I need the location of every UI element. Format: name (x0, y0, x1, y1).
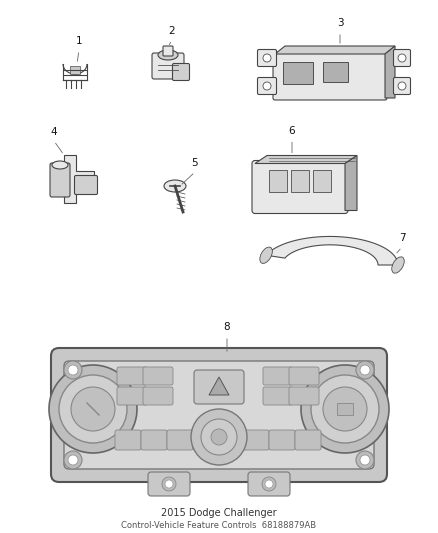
Bar (269, 169, 287, 191)
Circle shape (59, 375, 127, 443)
Circle shape (68, 455, 78, 465)
Polygon shape (64, 155, 94, 203)
Text: 2015 Dodge Challenger: 2015 Dodge Challenger (161, 508, 277, 518)
FancyBboxPatch shape (263, 367, 293, 385)
Text: 5: 5 (192, 158, 198, 168)
FancyBboxPatch shape (273, 52, 387, 100)
Ellipse shape (164, 180, 186, 192)
FancyBboxPatch shape (263, 387, 293, 405)
FancyBboxPatch shape (141, 430, 167, 450)
FancyBboxPatch shape (248, 472, 290, 496)
Circle shape (162, 477, 176, 491)
Circle shape (265, 480, 273, 488)
Polygon shape (209, 377, 229, 395)
FancyBboxPatch shape (148, 472, 190, 496)
FancyBboxPatch shape (143, 367, 173, 385)
FancyBboxPatch shape (163, 46, 173, 56)
Ellipse shape (260, 247, 272, 263)
FancyBboxPatch shape (289, 367, 319, 385)
FancyBboxPatch shape (217, 430, 243, 450)
Circle shape (356, 361, 374, 379)
Circle shape (323, 387, 367, 431)
Ellipse shape (158, 50, 178, 60)
Circle shape (301, 365, 389, 453)
Circle shape (356, 451, 374, 469)
Text: 8: 8 (224, 322, 230, 332)
Circle shape (398, 54, 406, 62)
Ellipse shape (392, 257, 404, 273)
Circle shape (49, 365, 137, 453)
Polygon shape (275, 46, 395, 54)
Bar (283, 62, 313, 84)
FancyBboxPatch shape (167, 430, 193, 450)
Text: 4: 4 (51, 127, 57, 137)
FancyBboxPatch shape (117, 367, 147, 385)
FancyBboxPatch shape (252, 160, 348, 214)
FancyBboxPatch shape (173, 63, 190, 80)
FancyBboxPatch shape (258, 77, 276, 94)
Ellipse shape (52, 161, 68, 169)
Text: Control-Vehicle Feature Controls  68188879AB: Control-Vehicle Feature Controls 6818887… (121, 521, 317, 529)
Text: 6: 6 (289, 125, 295, 135)
Polygon shape (255, 156, 357, 164)
Bar (70, 66, 80, 74)
Circle shape (263, 54, 271, 62)
Bar (337, 403, 353, 415)
FancyBboxPatch shape (115, 430, 141, 450)
FancyBboxPatch shape (50, 163, 70, 197)
Bar (313, 169, 331, 191)
FancyBboxPatch shape (152, 53, 184, 79)
FancyBboxPatch shape (243, 430, 269, 450)
Text: 3: 3 (337, 18, 343, 28)
FancyBboxPatch shape (51, 348, 387, 482)
FancyBboxPatch shape (64, 361, 374, 469)
Text: 2: 2 (169, 26, 175, 36)
Polygon shape (345, 156, 357, 211)
Circle shape (64, 361, 82, 379)
Circle shape (311, 375, 379, 443)
Circle shape (191, 409, 247, 465)
FancyBboxPatch shape (393, 50, 410, 67)
Circle shape (263, 82, 271, 90)
Circle shape (64, 451, 82, 469)
FancyBboxPatch shape (193, 430, 219, 450)
Bar (323, 62, 348, 82)
Circle shape (360, 455, 370, 465)
FancyBboxPatch shape (194, 370, 244, 404)
Circle shape (165, 480, 173, 488)
FancyBboxPatch shape (117, 387, 147, 405)
Circle shape (398, 82, 406, 90)
FancyBboxPatch shape (295, 430, 321, 450)
Circle shape (71, 387, 115, 431)
Circle shape (360, 365, 370, 375)
Bar (291, 169, 309, 191)
Polygon shape (385, 46, 395, 98)
Circle shape (68, 365, 78, 375)
Polygon shape (266, 237, 398, 265)
Circle shape (262, 477, 276, 491)
Text: 7: 7 (399, 233, 405, 243)
FancyBboxPatch shape (393, 77, 410, 94)
FancyBboxPatch shape (289, 387, 319, 405)
FancyBboxPatch shape (269, 430, 295, 450)
FancyBboxPatch shape (143, 387, 173, 405)
Circle shape (201, 419, 237, 455)
Text: 1: 1 (76, 36, 82, 46)
Circle shape (211, 429, 227, 445)
FancyBboxPatch shape (74, 175, 98, 195)
FancyBboxPatch shape (258, 50, 276, 67)
